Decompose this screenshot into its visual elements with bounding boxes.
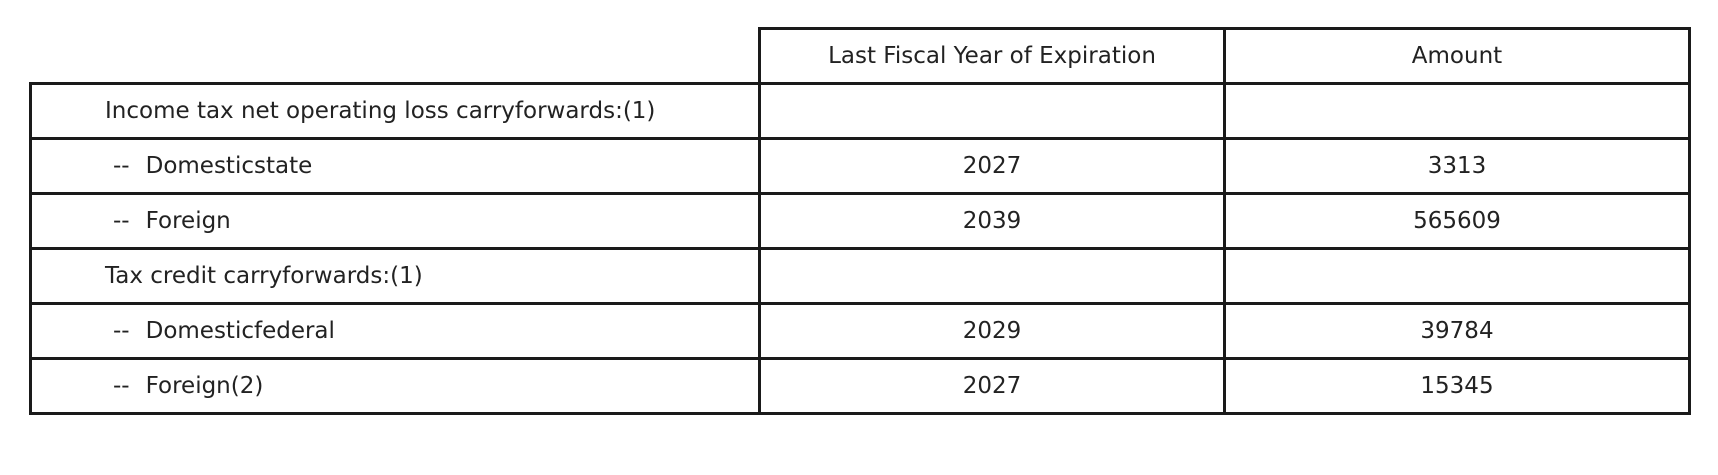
table-row: Income tax net operating loss carryforwa… [29,82,1691,140]
row-label-domesticstate: Domesticstate [145,153,313,179]
header-row: Last Fiscal Year of Expiration Amount [30,27,1691,85]
row-label-foreign-2: Foreign(2) [145,373,264,399]
dash-prefix: -- [113,318,130,344]
header-blank-cell [30,28,761,85]
table-row: Tax credit carryforwards:(1) [29,247,1691,305]
header-last-fiscal-year: Last Fiscal Year of Expiration [758,27,1226,85]
section-label-income-tax-nol: Income tax net operating loss carryforwa… [29,82,761,140]
row-label-cell: -- Foreign(2) [29,357,761,415]
year-cell: 2027 [758,357,1226,415]
carryforwards-table: Last Fiscal Year of Expiration Amount In… [29,27,1691,415]
section-label-tax-credit: Tax credit carryforwards:(1) [29,247,761,305]
year-cell: 2039 [758,192,1226,250]
dash-prefix: -- [113,208,130,234]
dash-prefix: -- [113,373,130,399]
row-label-cell: -- Foreign [29,192,761,250]
year-cell: 2029 [758,302,1226,360]
amount-cell [1223,82,1691,140]
amount-cell: 565609 [1223,192,1691,250]
amount-cell: 39784 [1223,302,1691,360]
dash-prefix: -- [113,153,130,179]
year-cell [758,82,1226,140]
amount-cell: 15345 [1223,357,1691,415]
table-row: -- Foreign(2) 2027 15345 [29,357,1691,415]
amount-cell [1223,247,1691,305]
row-label-foreign: Foreign [145,208,231,234]
row-label-domesticfederal: Domesticfederal [145,318,335,344]
amount-cell: 3313 [1223,137,1691,195]
header-amount: Amount [1223,27,1691,85]
table-row: -- Domesticstate 2027 3313 [29,137,1691,195]
table-row: -- Domesticfederal 2029 39784 [29,302,1691,360]
year-cell [758,247,1226,305]
year-cell: 2027 [758,137,1226,195]
table-row: -- Foreign 2039 565609 [29,192,1691,250]
row-label-cell: -- Domesticfederal [29,302,761,360]
row-label-cell: -- Domesticstate [29,137,761,195]
